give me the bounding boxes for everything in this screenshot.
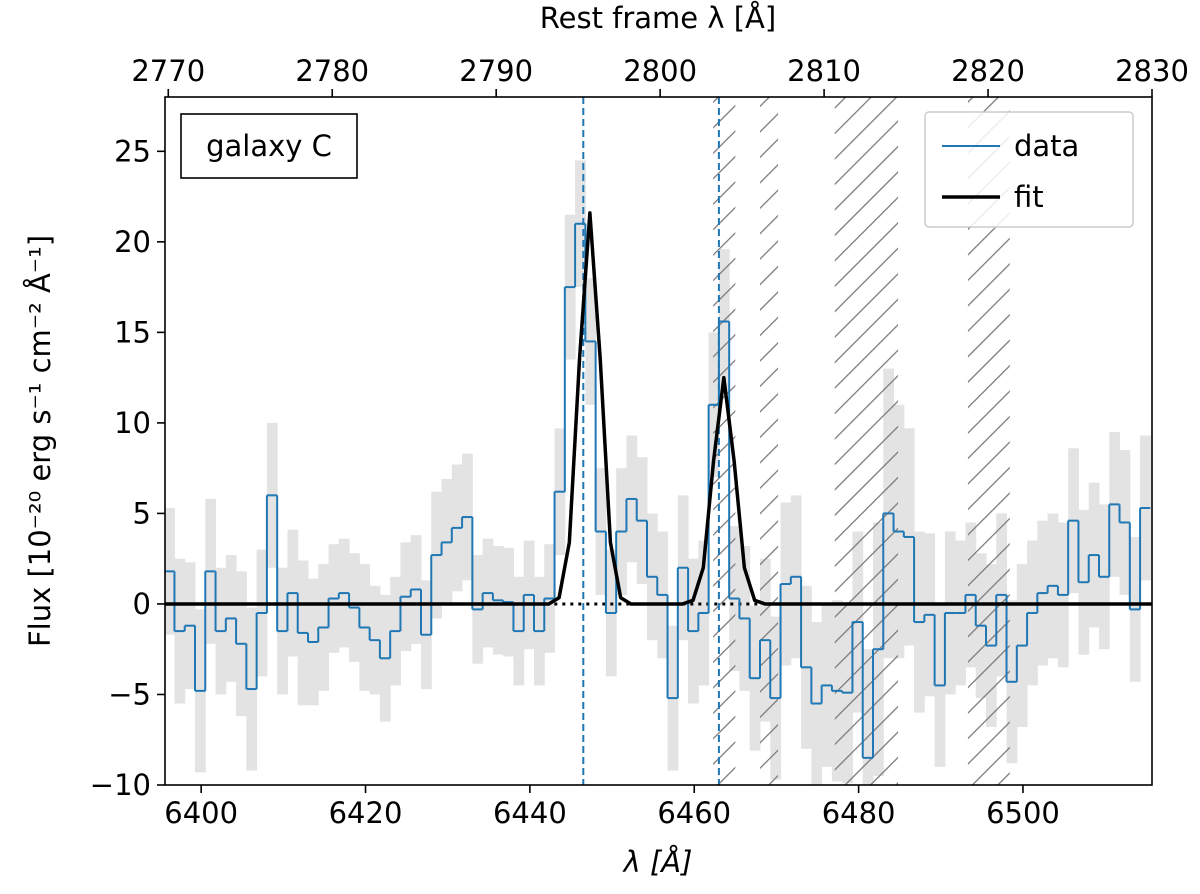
top-x-tick-label: 2830 xyxy=(1115,54,1189,88)
legend-label: data xyxy=(1014,129,1079,163)
top-x-tick-label: 2770 xyxy=(131,54,205,88)
y-axis-label: Flux [10⁻²⁰ erg s⁻¹ cm⁻² Å⁻¹] xyxy=(23,235,57,647)
fit-line xyxy=(165,211,1152,606)
legend: data fit xyxy=(924,111,1134,228)
x-axis-label: λ [Å] xyxy=(622,845,693,879)
y-tick-label: 15 xyxy=(114,315,151,349)
y-tick-label: 20 xyxy=(114,225,151,259)
top-x-axis-label: Rest frame λ [Å] xyxy=(540,1,776,35)
axes-frame xyxy=(164,96,1153,786)
top-x-tick-label: 2810 xyxy=(787,54,861,88)
plot-area xyxy=(165,97,1152,785)
y-tick-label: −10 xyxy=(90,768,151,802)
masked-region xyxy=(834,97,899,785)
annotation-box xyxy=(180,113,358,179)
y-tick-label: 5 xyxy=(133,496,151,530)
x-tick-label: 6460 xyxy=(657,796,731,830)
top-x-tick-label: 2800 xyxy=(623,54,697,88)
top-x-tick-label: 2790 xyxy=(459,54,533,88)
x-tick-label: 6500 xyxy=(986,796,1060,830)
top-x-tick-label: 2780 xyxy=(295,54,369,88)
legend-label: fit xyxy=(1014,180,1044,214)
x-tick-label: 6440 xyxy=(493,796,567,830)
annotation: galaxy C xyxy=(206,129,332,163)
y-tick-label: 10 xyxy=(114,406,151,440)
y-tick-label: 0 xyxy=(133,587,151,621)
masked-region xyxy=(759,97,779,785)
top-x-tick-label: 2820 xyxy=(951,54,1025,88)
x-tick-label: 6420 xyxy=(329,796,403,830)
x-tick-label: 6400 xyxy=(164,796,238,830)
y-tick-label: −5 xyxy=(108,677,151,711)
x-tick-label: 6480 xyxy=(822,796,896,830)
y-tick-label: 25 xyxy=(114,134,151,168)
